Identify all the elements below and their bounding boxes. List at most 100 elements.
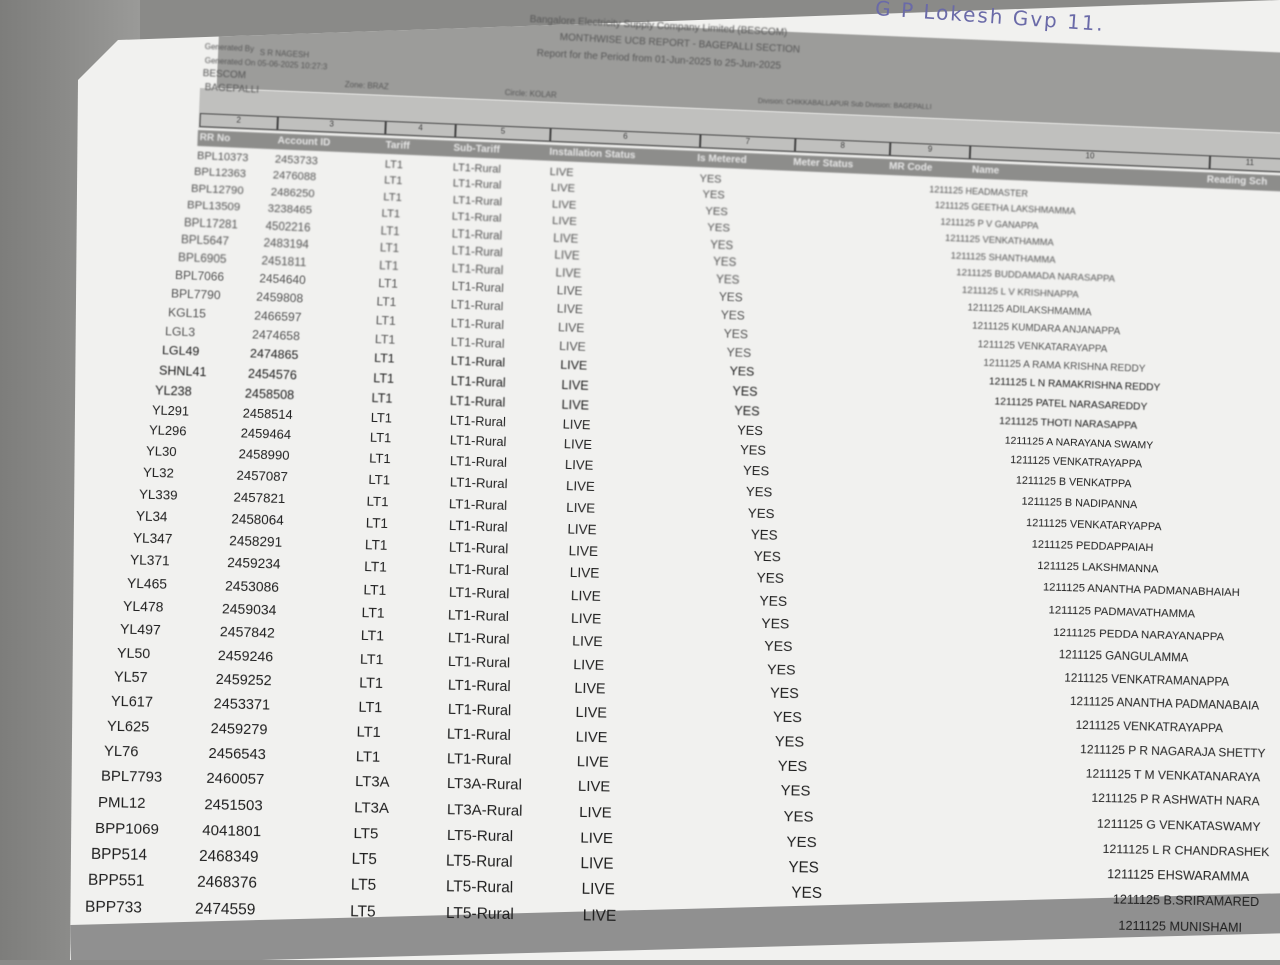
cell-is-metered: YES [767, 663, 796, 679]
cell-installation-status: LIVE [555, 266, 581, 280]
cell-is-metered: YES [762, 616, 790, 632]
col-is-metered: Is Metered [697, 153, 747, 166]
col-name: Name [972, 164, 1000, 176]
cell-rr-no: YL465 [126, 576, 166, 592]
cell-rr-no: YL57 [114, 670, 148, 686]
cell-sub-tariff: LT5-Rural [446, 853, 513, 871]
cell-rr-no: LGL3 [165, 325, 196, 340]
cell-account-id: 2459034 [222, 602, 277, 619]
cell-rr-no: BPL12790 [190, 182, 243, 197]
cell-tariff: LT5 [353, 825, 378, 842]
cell-installation-status: LIVE [569, 566, 599, 582]
cell-sub-tariff: LT1-Rural [451, 298, 504, 313]
cell-rr-no: SHNL41 [158, 364, 206, 379]
cell-installation-status: LIVE [557, 302, 584, 316]
cell-rr-no: BPP1069 [94, 820, 158, 838]
cell-tariff: LT1 [370, 431, 392, 446]
cell-installation-status: LIVE [561, 378, 589, 393]
cell-tariff: LT1 [357, 725, 381, 741]
cell-rr-no: YL478 [123, 599, 164, 615]
cell-is-metered: YES [721, 309, 746, 323]
cell-installation-status: LIVE [575, 705, 607, 722]
cell-sub-tariff: LT1-Rural [451, 280, 504, 295]
cell-tariff: LT1 [377, 295, 397, 309]
cell-rr-no: BPP733 [85, 899, 142, 917]
cell-tariff: LT5 [352, 851, 377, 868]
cell-account-id: 2454640 [259, 272, 306, 287]
cell-is-metered: YES [734, 404, 760, 419]
cell-rr-no: BPL12363 [194, 166, 246, 180]
cell-sub-tariff: LT3A-Rural [447, 802, 523, 820]
cell-is-metered: YES [783, 808, 813, 825]
cell-account-id: 2466597 [254, 309, 302, 324]
cell-sub-tariff: LT1-Rural [453, 162, 502, 176]
cell-is-metered: YES [748, 506, 775, 521]
cell-tariff: LT1 [376, 314, 397, 328]
cell-rr-no: BPL7793 [101, 769, 163, 787]
org-name: BESCOM [202, 68, 246, 81]
cell-tariff: LT1 [363, 583, 386, 599]
cell-installation-status: LIVE [566, 501, 595, 516]
cell-tariff: LT5 [350, 904, 376, 921]
cell-sub-tariff: LT1-Rural [448, 608, 509, 625]
cell-installation-status: LIVE [571, 611, 602, 627]
cell-rr-no: YL497 [120, 622, 161, 638]
cell-account-id: 2483194 [263, 237, 309, 252]
cell-is-metered: YES [726, 346, 751, 360]
cell-rr-no: BPL7066 [174, 269, 223, 284]
cell-is-metered: YES [699, 173, 722, 186]
cell-rr-no: YL296 [149, 424, 187, 439]
cell-sub-tariff: LT1-Rural [448, 631, 510, 648]
cell-sub-tariff: LT1-Rural [447, 751, 512, 769]
cell-is-metered: YES [786, 834, 817, 851]
cell-installation-status: LIVE [582, 882, 616, 899]
col-rr-no: RR No [199, 132, 230, 144]
cell-sub-tariff: LT1-Rural [452, 227, 503, 242]
cell-tariff: LT1 [358, 700, 382, 716]
cell-account-id: 2459279 [211, 721, 268, 738]
cell-sub-tariff: LT1-Rural [447, 727, 511, 744]
cell-is-metered: YES [753, 549, 781, 565]
cell-is-metered: YES [778, 759, 808, 776]
cell-installation-status: LIVE [552, 215, 577, 228]
cell-account-id: 2454576 [247, 367, 296, 382]
cell-installation-status: LIVE [549, 166, 573, 179]
column-number: 4 [385, 121, 456, 138]
cell-rr-no: BPL7790 [171, 287, 221, 302]
cell-account-id: 2451503 [204, 797, 263, 815]
cell-installation-status: LIVE [559, 340, 586, 354]
cell-installation-status: LIVE [574, 681, 606, 697]
cell-is-metered: YES [715, 273, 739, 287]
cell-account-id: 2474559 [195, 901, 256, 919]
cell-installation-status: LIVE [551, 198, 576, 211]
cell-tariff: LT1 [361, 629, 385, 645]
cell-tariff: LT1 [360, 652, 384, 668]
cell-tariff: LT1 [366, 516, 389, 531]
cell-installation-status: LIVE [570, 589, 600, 605]
cell-is-metered: YES [737, 424, 763, 439]
cell-tariff: LT1 [378, 277, 398, 291]
cell-rr-no: YL347 [133, 531, 173, 547]
cell-account-id: 2457842 [220, 625, 275, 642]
col-sub-tariff: Sub-Tariff [453, 143, 500, 156]
cell-is-metered: YES [740, 444, 766, 459]
cell-installation-status: LIVE [558, 321, 585, 335]
cell-rr-no: BPL6905 [178, 251, 227, 266]
cell-is-metered: YES [759, 594, 787, 610]
cell-sub-tariff: LT1-Rural [448, 678, 511, 695]
cell-is-metered: YES [732, 384, 758, 399]
cell-tariff: LT1 [384, 175, 403, 188]
cell-tariff: LT1 [371, 411, 393, 426]
cell-rr-no: BPL5647 [181, 234, 229, 249]
cell-sub-tariff: LT1-Rural [451, 317, 505, 332]
cell-account-id: 2459464 [240, 427, 291, 443]
col-installation-status: Installation Status [549, 147, 636, 162]
